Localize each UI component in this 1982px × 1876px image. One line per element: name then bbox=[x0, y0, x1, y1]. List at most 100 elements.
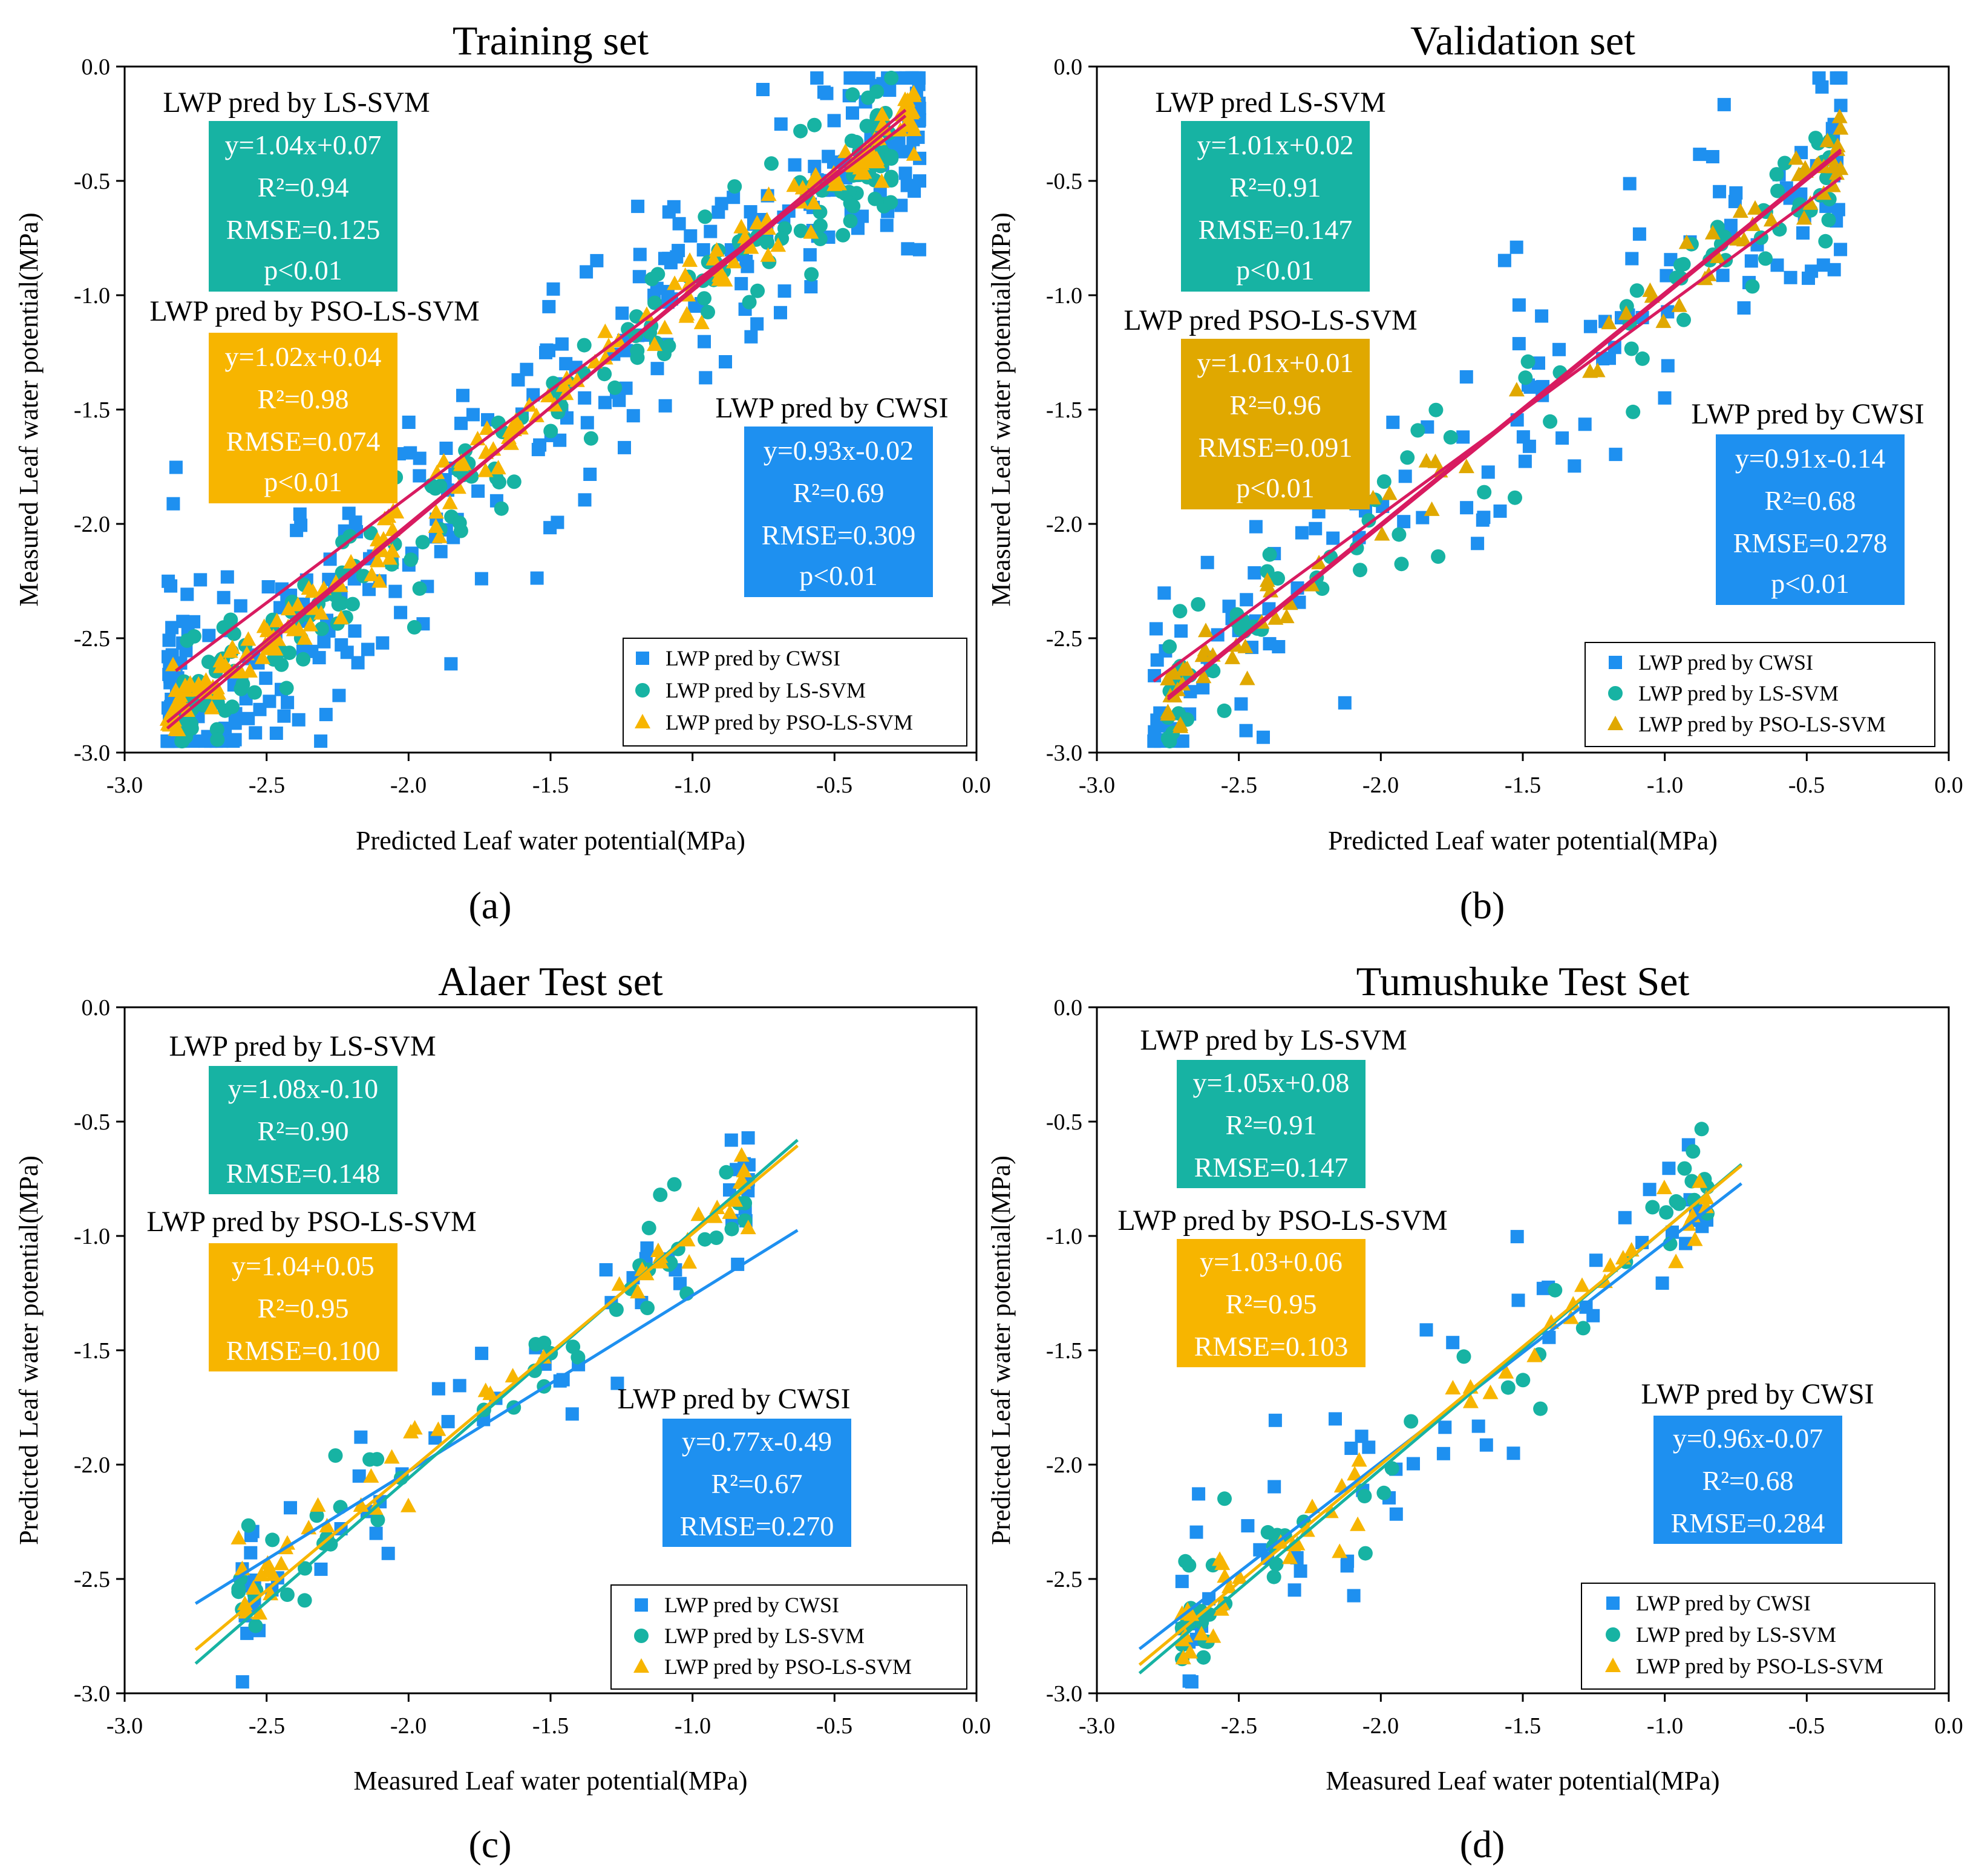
scatter-point bbox=[1197, 641, 1213, 656]
scatter-point bbox=[253, 1567, 269, 1581]
scatter-point bbox=[1260, 1525, 1275, 1540]
scatter-point bbox=[1182, 1674, 1196, 1688]
scatter-point bbox=[313, 605, 329, 620]
scatter-point bbox=[709, 1231, 724, 1245]
scatter-point bbox=[1713, 185, 1727, 198]
scatter-point bbox=[1476, 513, 1490, 527]
scatter-point bbox=[1304, 1499, 1320, 1514]
scatter-point bbox=[475, 1347, 489, 1361]
scatter-point bbox=[1520, 354, 1536, 369]
scatter-point bbox=[1522, 439, 1536, 453]
scatter-point bbox=[1189, 1525, 1203, 1539]
scatter-point bbox=[607, 380, 623, 395]
scatter-point bbox=[1217, 1491, 1232, 1506]
scatter-point bbox=[177, 678, 194, 693]
scatter-point bbox=[235, 1675, 249, 1689]
scatter-point bbox=[647, 295, 662, 310]
scatter-point bbox=[611, 1276, 627, 1291]
scatter-point bbox=[715, 197, 728, 211]
scatter-point bbox=[1704, 224, 1721, 240]
scatter-point bbox=[430, 1421, 446, 1436]
stats-line: R²=0.90 bbox=[258, 1116, 349, 1146]
scatter-point bbox=[370, 1452, 385, 1467]
scatter-point bbox=[900, 178, 914, 192]
scatter-point bbox=[679, 306, 695, 321]
legend-entry: LWP pred by CWSI bbox=[1636, 1591, 1811, 1615]
scatter-point bbox=[1747, 200, 1763, 215]
scatter-point bbox=[1257, 730, 1270, 744]
scatter-point bbox=[261, 580, 275, 593]
scatter-point bbox=[740, 1220, 756, 1235]
scatter-point bbox=[650, 1243, 666, 1257]
x-tick-label: -2.5 bbox=[1221, 1713, 1257, 1739]
y-tick-label: -2.5 bbox=[1046, 626, 1082, 652]
legend-marker bbox=[634, 1629, 649, 1643]
scatter-point bbox=[583, 431, 598, 446]
scatter-point bbox=[1662, 1162, 1676, 1175]
x-tick-label: -0.5 bbox=[1788, 1713, 1825, 1739]
scatter-point bbox=[717, 272, 733, 287]
scatter-point bbox=[1694, 1122, 1709, 1137]
scatter-point bbox=[281, 601, 296, 616]
fit-line bbox=[175, 123, 907, 672]
stats-line: p<0.01 bbox=[1771, 568, 1849, 599]
scatter-point bbox=[169, 460, 183, 474]
scatter-point bbox=[1831, 108, 1848, 123]
scatter-point bbox=[296, 652, 311, 667]
x-axis-label: Predicted Leaf water potential(MPa) bbox=[1328, 826, 1718, 855]
stats-box bbox=[744, 427, 933, 597]
panel-title: Alaer Test set bbox=[438, 958, 663, 1004]
scatter-point bbox=[1830, 71, 1843, 85]
scatter-point bbox=[1568, 459, 1581, 473]
scatter-point bbox=[1428, 402, 1444, 417]
x-tick-label: -3.0 bbox=[106, 773, 143, 798]
scatter-point bbox=[626, 409, 640, 423]
scatter-point bbox=[317, 635, 331, 649]
stats-line: p<0.01 bbox=[264, 255, 342, 286]
scatter-point bbox=[162, 633, 176, 647]
scatter-point bbox=[1358, 1546, 1373, 1561]
fit-lines bbox=[1153, 148, 1842, 701]
legend-marker bbox=[636, 652, 649, 665]
stats-box bbox=[1177, 1239, 1365, 1367]
scatter-point bbox=[632, 270, 646, 284]
scatter-point bbox=[1329, 1412, 1342, 1426]
scatter-point bbox=[175, 734, 190, 749]
scatter-point bbox=[1818, 234, 1833, 249]
scatter-point bbox=[827, 114, 841, 128]
scatter-point bbox=[861, 153, 877, 168]
scatter-point bbox=[553, 433, 567, 447]
scatter-point bbox=[403, 1423, 419, 1439]
stats-line: y=1.01x+0.01 bbox=[1197, 347, 1354, 378]
scatter-point bbox=[640, 1301, 655, 1315]
fit-lines bbox=[166, 108, 907, 730]
scatter-point bbox=[415, 535, 430, 550]
y-tick-label: -2.5 bbox=[74, 1567, 110, 1592]
stats-line: R²=0.96 bbox=[1230, 390, 1321, 420]
scatter-point bbox=[1471, 1419, 1485, 1433]
legend-entry: LWP pred by CWSI bbox=[664, 1593, 839, 1617]
scatter-point bbox=[912, 71, 926, 85]
scatter-point bbox=[1548, 1283, 1563, 1298]
scatter-point bbox=[269, 612, 285, 627]
scatter-point bbox=[1816, 258, 1830, 272]
scatter-point bbox=[1509, 240, 1523, 254]
scatter-point bbox=[1166, 665, 1182, 680]
scatter-point bbox=[1518, 370, 1533, 385]
scatter-point bbox=[644, 272, 659, 287]
scatter-point bbox=[1357, 1489, 1372, 1503]
legend-marker bbox=[1606, 1627, 1620, 1642]
scatter-point bbox=[1381, 485, 1398, 500]
scatter-point bbox=[1679, 1237, 1693, 1250]
scatter-point bbox=[1655, 313, 1672, 328]
scatter-point bbox=[1400, 450, 1415, 465]
scatter-point bbox=[401, 1497, 416, 1512]
scatter-point bbox=[1195, 668, 1212, 684]
x-tick-label: -0.5 bbox=[1788, 773, 1825, 798]
scatter-point bbox=[1249, 520, 1263, 534]
legend: LWP pred by CWSI LWP pred by LS-SVM LWP … bbox=[1585, 642, 1935, 747]
scatter-point bbox=[836, 227, 851, 243]
scatter-point bbox=[1176, 661, 1191, 676]
scatter-point bbox=[442, 494, 458, 509]
scatter-point bbox=[633, 247, 647, 261]
